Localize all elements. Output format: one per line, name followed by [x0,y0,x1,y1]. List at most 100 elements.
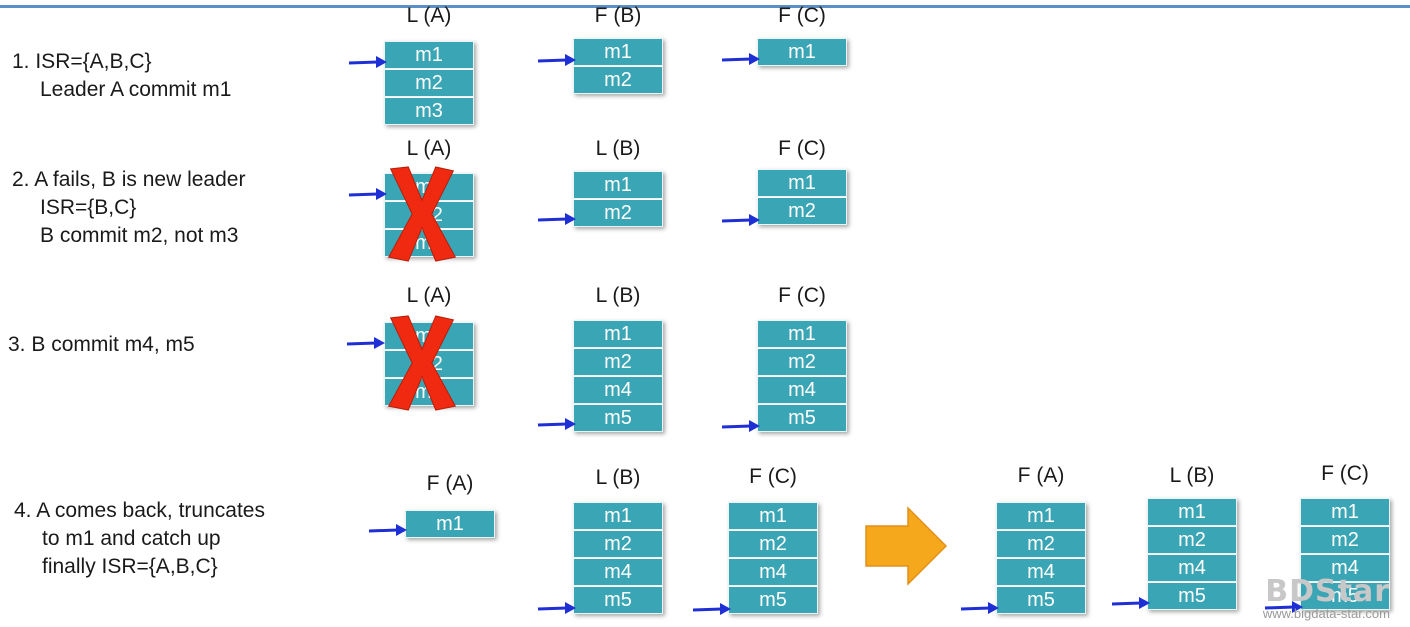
top-rule [0,5,1410,8]
s1-node-2-label: F (C) [778,4,826,27]
message-cell: m4 [757,376,847,404]
s4_after-node-1-log: m1 m2 m4 m5 [1147,498,1237,610]
message-cell: m1 [1300,498,1390,526]
blue-arrow-icon [692,603,731,615]
message-cell: m5 [728,586,818,614]
message-cell: m5 [757,404,847,432]
s4_before-node-2-log: m1 m2 m4 m5 [728,502,818,614]
message-cell: m2 [1147,526,1237,554]
message-cell: m4 [1147,554,1237,582]
message-cell: m1 [405,510,495,538]
message-cell: m1 [573,320,663,348]
s3-node-2-label: F (C) [778,284,826,307]
step-3-line-1: 3. B commit m4, m5 [8,333,195,356]
message-cell: m2 [573,66,663,94]
s4_after-node-0-label: F (A) [1017,464,1065,487]
blue-arrow-icon [1111,597,1150,609]
s1-node-0-label: L (A) [406,4,452,27]
s4_after-node-2-label: F (C) [1321,462,1369,485]
s2-node-1-label: L (B) [595,137,641,160]
s3-node-1-label: L (B) [595,284,641,307]
message-cell: m5 [996,586,1086,614]
red-x-icon [387,166,457,262]
s3-node-0-label: L (A) [406,284,452,307]
message-cell: m4 [1300,554,1390,582]
s4_before-node-0-log: m1 [405,510,495,538]
message-cell: m1 [573,38,663,66]
message-cell: m1 [573,171,663,199]
message-cell: m3 [384,97,474,125]
s1-node-2-log: m1 [757,38,847,66]
blue-arrow-icon [368,524,407,536]
step-2-line-2: ISR={B,C} [40,196,137,219]
watermark-logo: BDStar [1265,574,1390,609]
message-cell: m2 [728,530,818,558]
message-cell: m1 [996,502,1086,530]
message-cell: m4 [996,558,1086,586]
message-cell: m2 [757,348,847,376]
blue-arrow-icon [721,214,760,226]
blue-arrow-icon [537,54,576,66]
blue-arrow-icon [537,213,576,225]
message-cell: m2 [384,69,474,97]
message-cell: m1 [384,41,474,69]
s2-node-2-label: F (C) [778,137,826,160]
blue-arrow-icon [537,418,576,430]
blue-arrow-icon [537,602,576,614]
message-cell: m4 [728,558,818,586]
s4_after-node-1-label: L (B) [1169,464,1215,487]
s3-node-2-log: m1 m2 m4 m5 [757,320,847,432]
message-cell: m5 [573,404,663,432]
s4_before-node-1-log: m1 m2 m4 m5 [573,502,663,614]
s2-node-1-log: m1 m2 [573,171,663,227]
step-4-line-2: to m1 and catch up [42,527,221,550]
blue-arrow-icon [1264,601,1303,613]
step-1-text: 1. ISR={A,B,C} Leader A commit m1 [12,48,231,104]
message-cell: m5 [573,586,663,614]
blue-arrow-icon [348,56,387,68]
s4_after-node-0-log: m1 m2 m4 m5 [996,502,1086,614]
s4_before-node-1-label: L (B) [595,466,641,489]
message-cell: m1 [573,502,663,530]
s3-node-1-log: m1 m2 m4 m5 [573,320,663,432]
message-cell: m1 [757,320,847,348]
message-cell: m2 [757,197,847,225]
step-4-text: 4. A comes back, truncates to m1 and cat… [14,497,265,581]
s4_before-node-0-label: F (A) [426,472,474,495]
message-cell: m4 [573,376,663,404]
message-cell: m2 [1300,526,1390,554]
message-cell: m1 [728,502,818,530]
s1-node-1-log: m1 m2 [573,38,663,94]
blue-arrow-icon [348,188,387,200]
s4_before-node-2-label: F (C) [749,465,797,488]
step-4-line-3: finally ISR={A,B,C} [42,555,218,578]
message-cell: m5 [1147,582,1237,610]
step-3-text: 3. B commit m4, m5 [8,331,195,359]
orange-right-arrow-icon [865,506,948,586]
step-1-line-1: 1. ISR={A,B,C} [12,50,152,73]
blue-arrow-icon [960,602,999,614]
s1-node-1-label: F (B) [594,4,642,27]
step-2-line-3: B commit m2, not m3 [40,224,239,247]
step-2-line-1: 2. A fails, B is new leader [12,168,246,191]
message-cell: m1 [757,169,847,197]
message-cell: m1 [1147,498,1237,526]
s2-node-2-log: m1 m2 [757,169,847,225]
watermark-url: www.bigdata-star.com [1262,606,1390,621]
s2-node-0-label: L (A) [406,137,452,160]
blue-arrow-icon [721,420,760,432]
step-1-line-2: Leader A commit m1 [40,78,232,101]
blue-arrow-icon [721,53,760,65]
s1-node-0-log: m1 m2 m3 [384,41,474,125]
message-cell: m1 [757,38,847,66]
red-x-icon [387,315,457,411]
step-4-line-1: 4. A comes back, truncates [14,499,265,522]
message-cell: m2 [573,199,663,227]
message-cell: m2 [573,348,663,376]
message-cell: m5 [1300,582,1390,610]
message-cell: m2 [573,530,663,558]
step-2-text: 2. A fails, B is new leader ISR={B,C} B … [12,166,245,250]
blue-arrow-icon [346,337,385,349]
s4_after-node-2-log: m1 m2 m4 m5 [1300,498,1390,610]
message-cell: m2 [996,530,1086,558]
